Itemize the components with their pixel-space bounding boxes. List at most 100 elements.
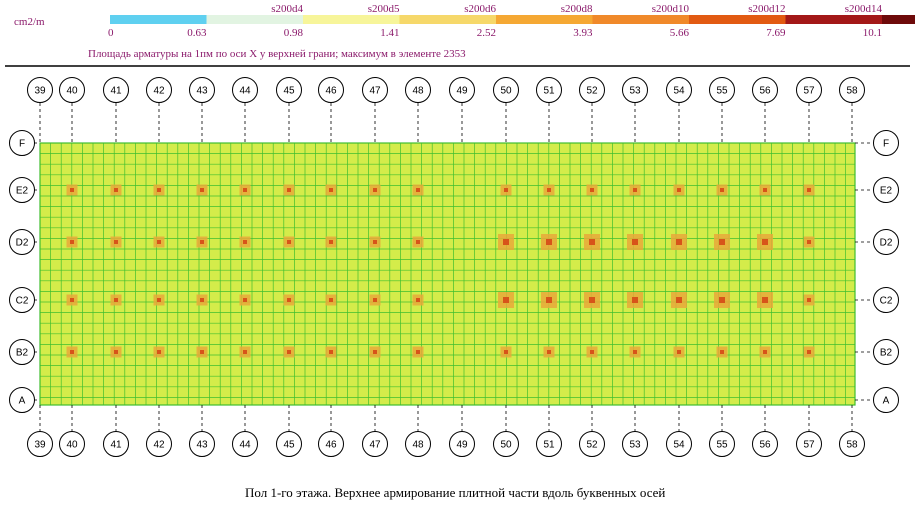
hotspot-core (157, 188, 161, 192)
column-axis-label: 53 (629, 86, 641, 97)
column-axis-bubble (449, 77, 475, 103)
hotspot-core (287, 188, 291, 192)
column-axis-bubble (622, 431, 648, 457)
column-hotspots (66, 184, 815, 358)
column-axis-bubble (189, 431, 215, 457)
legend-value: 0.98 (284, 27, 304, 39)
column-axis-label: 50 (500, 440, 512, 451)
column-axis-label: 49 (456, 440, 468, 451)
column-axis-label: 48 (412, 440, 424, 451)
legend-band (110, 15, 207, 24)
row-axis-bubble (873, 130, 899, 156)
hotspot-core (807, 240, 811, 244)
hotspot-core (546, 297, 552, 303)
row-axis-bubble (9, 339, 35, 365)
hotspot-core (373, 240, 377, 244)
hotspot-core (590, 188, 594, 192)
legend-value: 1.41 (380, 27, 399, 39)
hotspot-core (503, 239, 509, 245)
hotspot-core (633, 350, 637, 354)
column-axis-bubble (839, 431, 865, 457)
hotspot-core (243, 350, 247, 354)
column-axis-label: 39 (34, 86, 46, 97)
legend: cm2/m s200d4 s200d5 s200d6 s200d8 s200d10 s20… (14, 3, 915, 60)
hotspot-core (373, 188, 377, 192)
row-axis-bubble (873, 287, 899, 313)
hotspot-core (70, 240, 74, 244)
legend-value: 2.52 (477, 27, 496, 39)
legend-unit: cm2/m (14, 16, 45, 28)
hotspot-core (807, 350, 811, 354)
row-axis-label: F (883, 139, 889, 150)
hotspot-core (676, 297, 682, 303)
hotspot-core (416, 298, 420, 302)
hotspot-core (157, 298, 161, 302)
column-axis-label: 42 (153, 86, 165, 97)
legend-value: 0.63 (187, 27, 207, 39)
row-axis-label: A (19, 396, 26, 407)
hotspot-core (329, 188, 333, 192)
legend-band (206, 15, 303, 24)
figure-caption: Пол 1-го этажа. Верхнее армирование плит… (245, 485, 665, 500)
hotspot-core (547, 188, 551, 192)
hotspot-core (720, 188, 724, 192)
hotspot-core (416, 188, 420, 192)
column-axis-bubble (796, 431, 822, 457)
column-axis-label: 51 (543, 440, 555, 451)
column-axis-bubble (318, 77, 344, 103)
column-axis-label: 58 (846, 440, 858, 451)
column-axis-label: 52 (586, 440, 598, 451)
hotspot-core (762, 239, 768, 245)
column-axis-bubble (579, 77, 605, 103)
row-axis-bubble (873, 229, 899, 255)
column-axis-label: 40 (66, 440, 78, 451)
legend-band-label: s200d8 (561, 3, 593, 15)
legend-value: 7.69 (766, 27, 786, 39)
column-axis-label: 51 (543, 86, 555, 97)
hotspot-core (200, 240, 204, 244)
column-axis-bubble (103, 431, 129, 457)
column-axis-bubble (752, 431, 778, 457)
column-axis-bubble (27, 431, 53, 457)
column-axis-label: 56 (759, 86, 771, 97)
hotspot-core (287, 298, 291, 302)
column-axis-label: 46 (325, 440, 337, 451)
column-axis-label: 57 (803, 440, 815, 451)
row-axis-bubble (9, 287, 35, 313)
column-axis-bubble (622, 77, 648, 103)
hotspot-core (807, 188, 811, 192)
column-axis-bubble (362, 77, 388, 103)
legend-band-label: s200d10 (652, 3, 690, 15)
hotspot-core (719, 297, 725, 303)
column-axis-bubble (493, 77, 519, 103)
column-axis-label: 49 (456, 86, 468, 97)
row-axis-label: E2 (880, 186, 893, 197)
column-axis-bubble (536, 77, 562, 103)
column-axis-label: 45 (283, 86, 295, 97)
hotspot-core (287, 240, 291, 244)
column-axis-label: 50 (500, 86, 512, 97)
hotspot-core (503, 297, 509, 303)
column-axis-label: 52 (586, 86, 598, 97)
hotspot-core (329, 240, 333, 244)
column-axis-bubble (146, 77, 172, 103)
hotspot-core (719, 239, 725, 245)
column-axis-bubble (318, 431, 344, 457)
column-axis-bubble (666, 431, 692, 457)
row-axis-label: B2 (16, 348, 29, 359)
column-axis-bubble (666, 77, 692, 103)
legend-band (496, 15, 593, 24)
hotspot-core (677, 350, 681, 354)
column-axis-label: 41 (110, 440, 122, 451)
row-axis-bubble (9, 130, 35, 156)
legend-band (689, 15, 786, 24)
hotspot-core (677, 188, 681, 192)
hotspot-core (589, 239, 595, 245)
row-axis-label: C2 (16, 296, 29, 307)
row-axis-label: D2 (16, 238, 29, 249)
legend-value: 3.93 (573, 27, 593, 39)
hotspot-core (114, 188, 118, 192)
row-axis-bubble (873, 339, 899, 365)
column-axis-label: 46 (325, 86, 337, 97)
